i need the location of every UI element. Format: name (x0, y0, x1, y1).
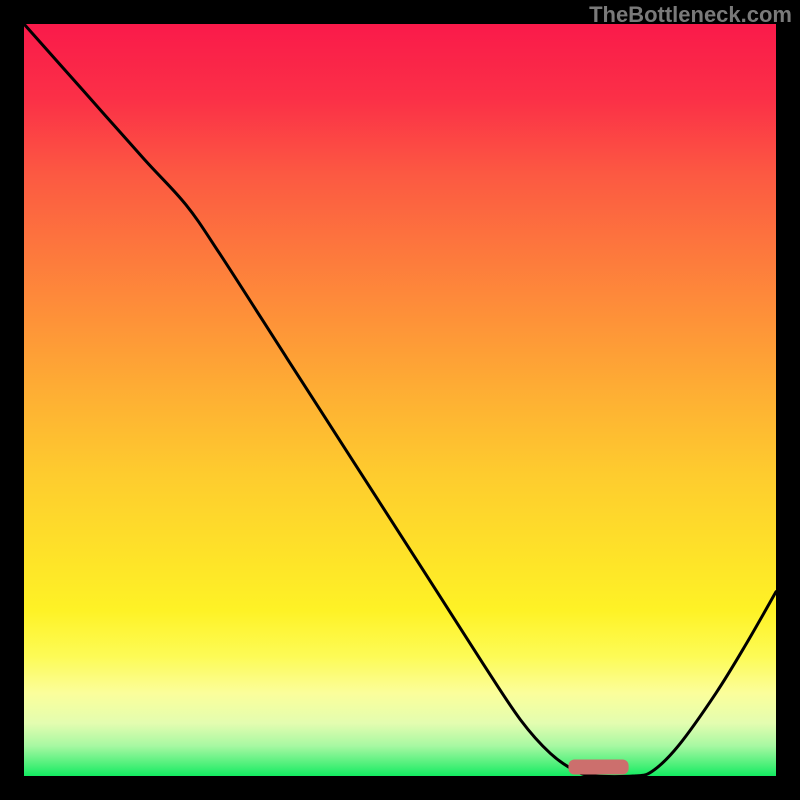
chart-background-gradient (24, 24, 776, 776)
chart-svg (0, 0, 800, 800)
chart-container: { "watermark": { "text": "TheBottleneck.… (0, 0, 800, 800)
optimal-range-marker (568, 759, 628, 774)
watermark-text: TheBottleneck.com (589, 2, 792, 28)
